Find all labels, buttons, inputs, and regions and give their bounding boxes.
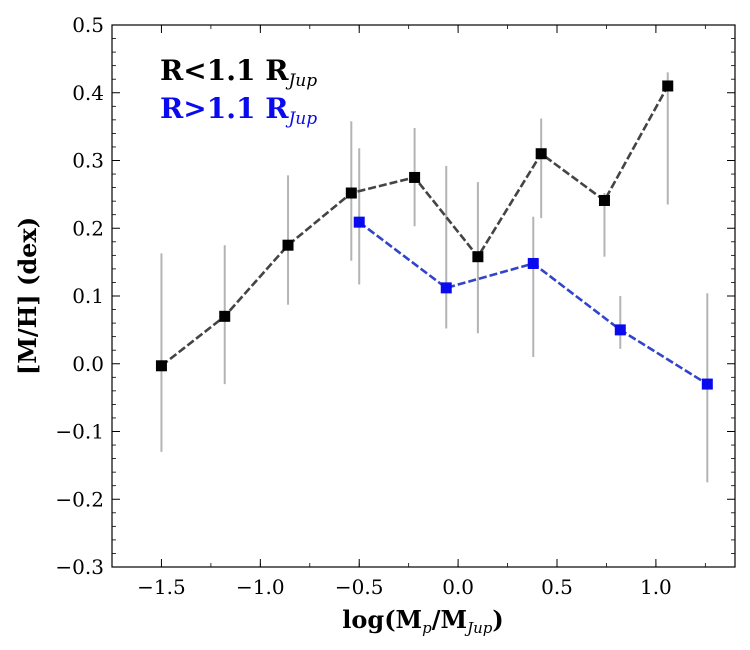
y-tick-label: −0.3 bbox=[55, 555, 104, 579]
y-tick-label: 0.5 bbox=[72, 13, 104, 37]
legend-entry-0: R<1.1 RJup bbox=[160, 54, 317, 91]
point-s1-0 bbox=[353, 216, 365, 228]
x-tick-label: −0.5 bbox=[335, 575, 384, 599]
y-tick-label: 0.0 bbox=[72, 352, 104, 376]
point-s0-4 bbox=[409, 171, 421, 183]
legend-entry-0-main: R<1.1 R bbox=[160, 54, 289, 87]
y-tick-label: 0.2 bbox=[72, 216, 104, 240]
lines-layer bbox=[160, 85, 708, 386]
point-s0-7 bbox=[598, 194, 610, 206]
errorbars-layer bbox=[160, 72, 709, 483]
x-tick-label: 0.0 bbox=[442, 575, 474, 599]
legend-entry-1-sub: Jup bbox=[285, 109, 317, 129]
x-tick-label: 0.5 bbox=[541, 575, 573, 599]
legend-entry-1-main: R>1.1 R bbox=[160, 92, 289, 125]
x-tick-label: 1.0 bbox=[640, 575, 672, 599]
x-tick-label: −1.5 bbox=[137, 575, 186, 599]
point-s0-5 bbox=[472, 251, 484, 263]
point-s0-3 bbox=[345, 187, 357, 199]
x-axis-label: log(Mp/MJup) bbox=[342, 605, 503, 637]
ticks-layer: −1.5 −1.0 −0.5 0.0 0.5 1.0 −0.3 −0.2 −0.1 0.0 0.1 0… bbox=[55, 13, 735, 599]
legend-entry-1: R>1.1 RJup bbox=[160, 92, 317, 129]
y-axis-label: [M/H] (dex) bbox=[13, 217, 42, 375]
legend-entry-0-sub: Jup bbox=[285, 71, 317, 91]
y-tick-label: −0.2 bbox=[55, 487, 104, 511]
point-s0-0 bbox=[155, 360, 167, 372]
point-s1-1 bbox=[440, 282, 452, 294]
point-s0-1 bbox=[219, 310, 231, 322]
y-tick-label: −0.1 bbox=[55, 420, 104, 444]
point-s1-4 bbox=[701, 378, 713, 390]
y-tick-label: 0.1 bbox=[72, 284, 104, 308]
point-s1-2 bbox=[527, 257, 539, 269]
y-tick-label: 0.3 bbox=[72, 149, 104, 173]
y-tick-label: 0.4 bbox=[72, 81, 104, 105]
markers-layer bbox=[155, 80, 713, 390]
point-s0-8 bbox=[662, 80, 674, 92]
point-s0-2 bbox=[282, 239, 294, 251]
point-s0-6 bbox=[535, 148, 547, 160]
point-s1-3 bbox=[614, 324, 626, 336]
x-tick-label: −1.0 bbox=[236, 575, 285, 599]
